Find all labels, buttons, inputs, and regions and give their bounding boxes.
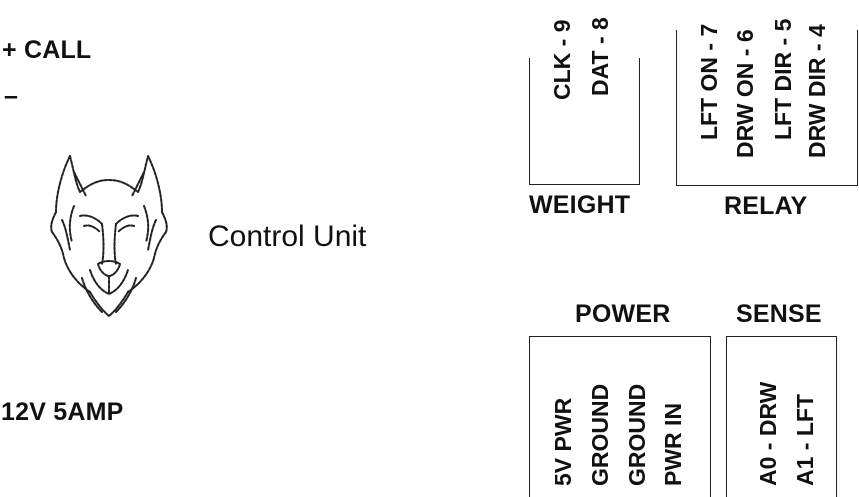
relay-pin-lft-on: LFT ON - 7 [698,24,721,140]
call-minus-label: – [4,84,18,109]
power-pin-ground-2: GROUND [626,384,649,486]
call-plus-label: + CALL [2,38,91,63]
power-pin-5v: 5V PWR [552,398,575,486]
weight-pin-dat: DAT - 8 [589,17,612,96]
relay-pin-lft-dir: LFT DIR - 5 [772,19,795,140]
weight-bracket [529,58,640,185]
logo-text: Control Unit [208,222,366,252]
sense-pin-a0: A0 - DRW [757,382,780,486]
power-pin-ground-1: GROUND [589,384,612,486]
relay-pin-drw-dir: DRW DIR - 4 [806,24,829,158]
sense-bracket [726,336,837,497]
power-label: POWER [575,302,670,327]
relay-pin-drw-on: DRW ON - 6 [734,29,757,158]
relay-label: RELAY [724,194,807,219]
weight-label: WEIGHT [529,193,630,218]
weight-pin-clk: CLK - 9 [551,20,574,101]
wolf-head-icon [46,150,172,320]
sense-pin-a1: A1 - LFT [794,394,817,486]
supply-label: 12V 5AMP [1,400,124,425]
sense-label: SENSE [736,302,822,327]
power-pin-pwr-in: PWR IN [662,403,685,486]
